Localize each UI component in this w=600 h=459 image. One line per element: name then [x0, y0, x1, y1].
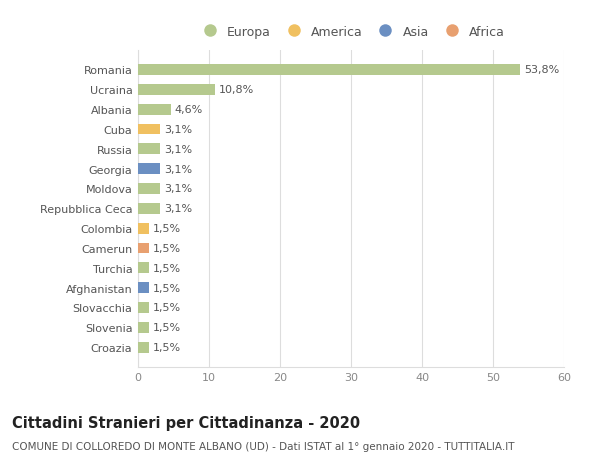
Bar — [138, 144, 160, 155]
Text: COMUNE DI COLLOREDO DI MONTE ALBANO (UD) - Dati ISTAT al 1° gennaio 2020 - TUTTI: COMUNE DI COLLOREDO DI MONTE ALBANO (UD)… — [12, 441, 515, 451]
Bar — [138, 263, 149, 274]
Bar — [138, 223, 149, 234]
Bar — [138, 105, 170, 115]
Bar — [138, 65, 520, 76]
Bar — [138, 124, 160, 135]
Text: 1,5%: 1,5% — [153, 224, 181, 234]
Bar — [138, 164, 160, 175]
Text: 1,5%: 1,5% — [153, 243, 181, 253]
Text: 3,1%: 3,1% — [164, 184, 193, 194]
Text: 1,5%: 1,5% — [153, 342, 181, 353]
Bar — [138, 203, 160, 214]
Legend: Europa, America, Asia, Africa: Europa, America, Asia, Africa — [193, 22, 509, 42]
Text: 3,1%: 3,1% — [164, 164, 193, 174]
Text: 1,5%: 1,5% — [153, 283, 181, 293]
Text: 1,5%: 1,5% — [153, 303, 181, 313]
Text: 10,8%: 10,8% — [219, 85, 254, 95]
Bar — [138, 283, 149, 293]
Bar — [138, 184, 160, 195]
Bar — [138, 243, 149, 254]
Text: 1,5%: 1,5% — [153, 323, 181, 333]
Bar — [138, 342, 149, 353]
Bar — [138, 84, 215, 95]
Text: 53,8%: 53,8% — [524, 65, 559, 75]
Text: 1,5%: 1,5% — [153, 263, 181, 273]
Text: 4,6%: 4,6% — [175, 105, 203, 115]
Text: 3,1%: 3,1% — [164, 145, 193, 155]
Bar — [138, 302, 149, 313]
Text: 3,1%: 3,1% — [164, 204, 193, 214]
Text: 3,1%: 3,1% — [164, 125, 193, 134]
Bar — [138, 322, 149, 333]
Text: Cittadini Stranieri per Cittadinanza - 2020: Cittadini Stranieri per Cittadinanza - 2… — [12, 415, 360, 431]
